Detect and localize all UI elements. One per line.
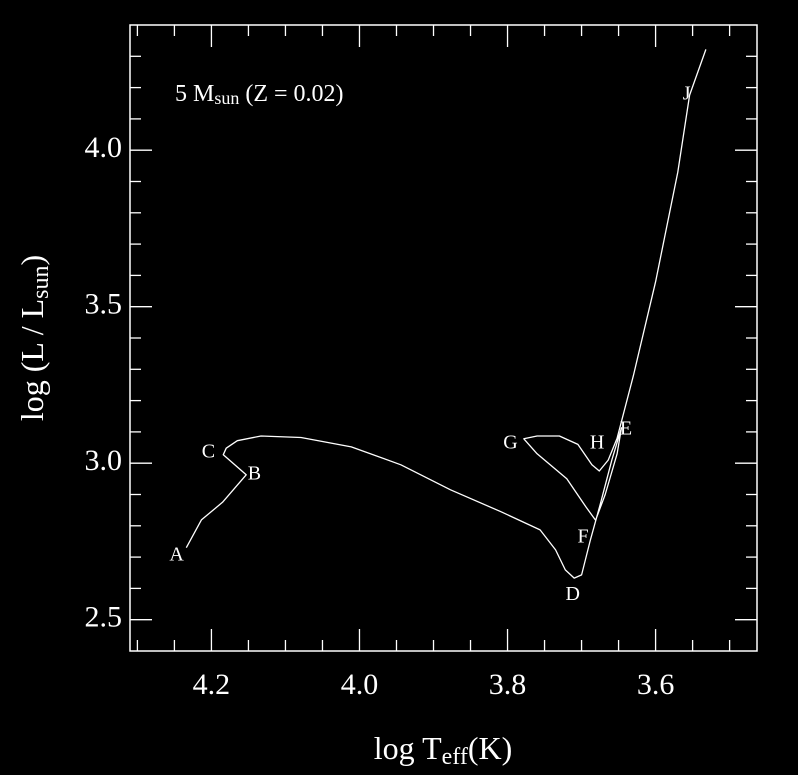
point-label: J bbox=[683, 83, 691, 105]
point-label: D bbox=[565, 583, 579, 605]
point-label: A bbox=[169, 543, 184, 565]
point-label: G bbox=[503, 431, 517, 453]
track-line bbox=[185, 49, 707, 579]
y-tick-label: 4.0 bbox=[85, 131, 123, 164]
x-axis-title: log Teff(K) bbox=[374, 730, 512, 769]
point-label: E bbox=[620, 418, 632, 440]
y-axis-title: log (L / Lsun) bbox=[14, 255, 53, 421]
x-tick-label: 3.6 bbox=[637, 668, 675, 701]
y-tick-label: 3.0 bbox=[85, 444, 123, 477]
plot-frame bbox=[129, 24, 758, 652]
point-label: B bbox=[248, 462, 261, 484]
point-label: F bbox=[577, 525, 588, 547]
point-label: C bbox=[202, 440, 215, 462]
x-tick-label: 4.0 bbox=[341, 668, 379, 701]
point-label: H bbox=[590, 431, 604, 453]
y-tick-label: 2.5 bbox=[85, 601, 123, 634]
y-tick-label: 3.5 bbox=[85, 288, 123, 321]
x-tick-label: 3.8 bbox=[489, 668, 527, 701]
annotation: 5 Msun (Z = 0.02) bbox=[175, 81, 344, 109]
x-tick-label: 4.2 bbox=[193, 668, 231, 701]
